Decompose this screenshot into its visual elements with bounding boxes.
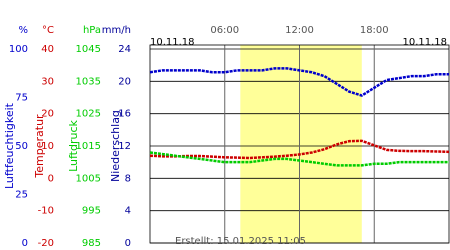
y-tick-label: 24 <box>118 44 131 55</box>
y-tick-label: 1035 <box>76 76 101 87</box>
y-tick-label: 985 <box>82 238 101 249</box>
plot-border <box>149 44 450 244</box>
y-tick-label: 75 <box>15 93 28 104</box>
x-tick-label: 12:00 <box>285 25 314 36</box>
y-tick-label: 8 <box>125 173 131 184</box>
y-tick-label: 12 <box>118 141 131 152</box>
axis-unit: % <box>18 25 28 36</box>
axis-unit: hPa <box>83 25 101 36</box>
y-tick-label: 10 <box>41 141 54 152</box>
axis-unit: °C <box>42 25 54 36</box>
y-tick-label: 40 <box>41 44 54 55</box>
y-tick-label: 16 <box>118 109 131 120</box>
y-tick-label: 995 <box>82 206 101 217</box>
y-tick-label: 20 <box>118 76 131 87</box>
y-tick-label: 25 <box>15 190 28 201</box>
y-tick-label: 1005 <box>76 173 101 184</box>
date-left: 10.11.18 <box>150 37 195 48</box>
y-tick-label: 0 <box>22 238 28 249</box>
created-note: Erstellt: 15.01.2025 11:05 <box>175 236 306 247</box>
y-tick-label: 4 <box>125 206 131 217</box>
y-tick-label: -20 <box>38 238 54 249</box>
y-tick-label: 1015 <box>76 141 101 152</box>
data-line <box>149 139 450 160</box>
y-tick-label: 0 <box>48 173 54 184</box>
x-tick-label: 06:00 <box>210 25 239 36</box>
daylight-band <box>240 45 362 243</box>
y-tick-label: -10 <box>38 206 54 217</box>
y-tick-label: 30 <box>41 76 54 87</box>
y-tick-label: 0 <box>125 238 131 249</box>
y-tick-label: 1025 <box>76 109 101 120</box>
date-right: 10.11.18 <box>402 37 447 48</box>
axis-unit: mm/h <box>102 25 131 36</box>
axis-title: Niederschlag <box>109 110 122 182</box>
y-tick-label: 1045 <box>76 44 101 55</box>
data-line <box>149 67 449 97</box>
axis-title: Luftdruck <box>67 119 80 171</box>
x-tick-label: 18:00 <box>360 25 389 36</box>
axis-title: Luftfeuchtigkeit <box>3 102 16 189</box>
data-line <box>149 151 449 167</box>
y-tick-label: 100 <box>9 44 28 55</box>
axis-title: Temperatur <box>33 114 46 179</box>
y-tick-label: 50 <box>15 141 28 152</box>
y-tick-label: 20 <box>41 109 54 120</box>
